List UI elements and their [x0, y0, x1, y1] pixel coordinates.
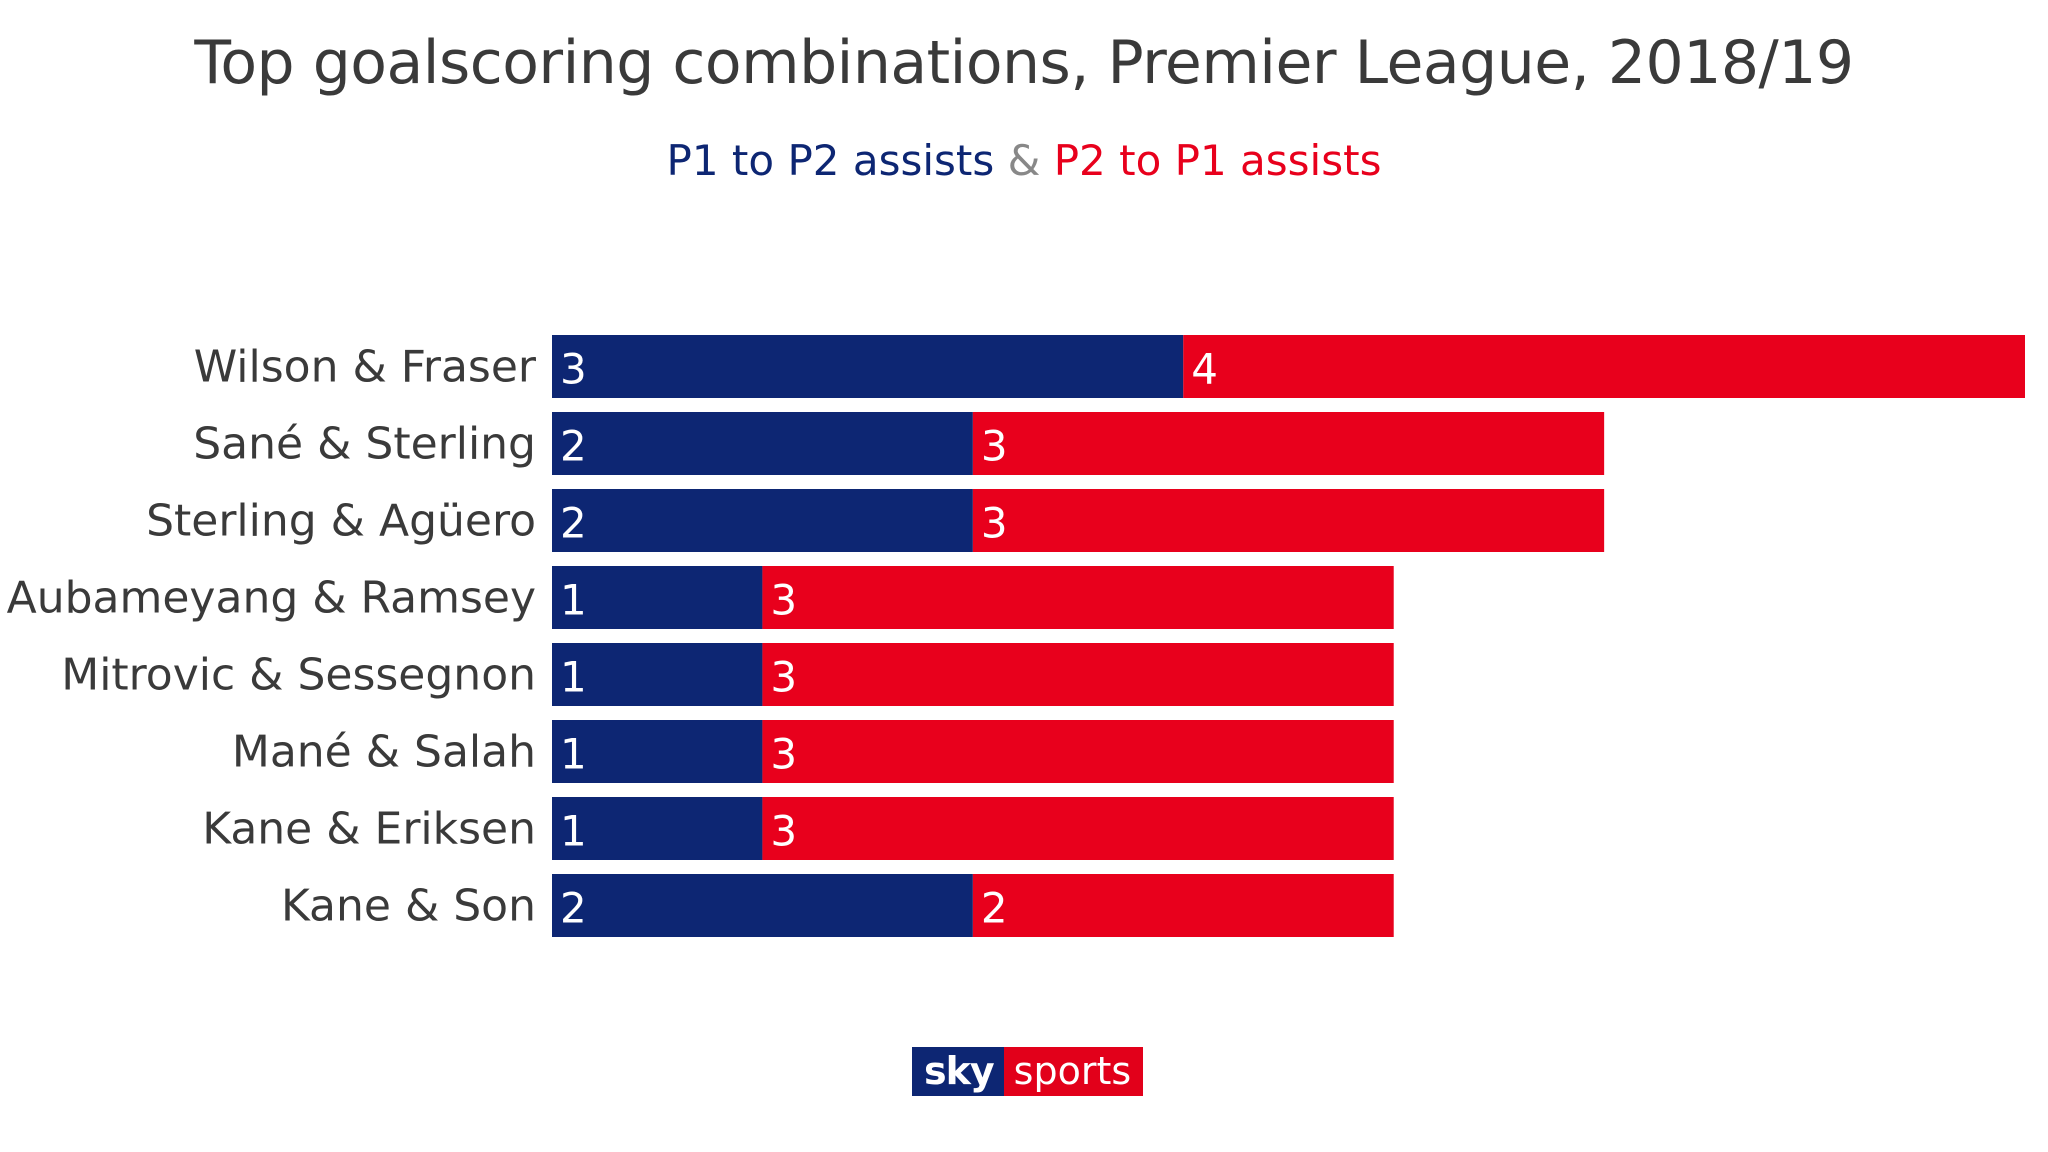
category-label: Kane & Son [281, 881, 536, 932]
data-label: 3 [770, 730, 797, 779]
logo-sports-text: sports [1003, 1047, 1144, 1096]
data-label: 3 [560, 345, 587, 394]
data-label: 2 [981, 884, 1008, 933]
category-label: Sané & Sterling [193, 419, 536, 470]
bar-segment-2 [762, 643, 1394, 706]
data-label: 4 [1191, 345, 1218, 394]
bar-segment-2 [972, 874, 1394, 937]
data-label: 1 [560, 576, 587, 625]
data-label: 3 [981, 499, 1008, 548]
bar-segment-1 [552, 797, 763, 860]
bar-segment-1 [552, 489, 973, 552]
chart-subtitle: P1 to P2 assists & P2 to P1 assists [0, 136, 2048, 185]
chart-title: Top goalscoring combinations, Premier Le… [194, 28, 1854, 98]
bar-segment-2 [762, 566, 1394, 629]
subtitle-separator: & [1007, 136, 1041, 185]
bar-segment-2 [762, 720, 1394, 783]
sky-sports-logo: sky sports [912, 1047, 1144, 1096]
category-label: Mané & Salah [232, 727, 536, 778]
bar-segment-2 [762, 797, 1394, 860]
data-label: 2 [560, 884, 587, 933]
data-label: 3 [770, 653, 797, 702]
data-label: 1 [560, 807, 587, 856]
bar-segment-1 [552, 412, 973, 475]
bar-segment-2 [1183, 335, 2025, 398]
category-label: Sterling & Agüero [146, 496, 536, 547]
subtitle-series-1: P1 to P2 assists [666, 136, 995, 185]
category-label: Wilson & Fraser [194, 342, 537, 393]
data-label: 3 [770, 807, 797, 856]
bar-segment-2 [972, 489, 1605, 552]
subtitle-series-2: P2 to P1 assists [1053, 136, 1382, 185]
data-label: 3 [981, 422, 1008, 471]
category-label: Aubameyang & Ramsey [7, 573, 536, 624]
category-label: Kane & Eriksen [202, 804, 536, 855]
data-label: 1 [560, 653, 587, 702]
data-label: 2 [560, 499, 587, 548]
bar-segment-1 [552, 335, 1184, 398]
logo-sky-text: sky [912, 1047, 1004, 1096]
category-label: Mitrovic & Sessegnon [61, 650, 536, 701]
bar-segment-1 [552, 643, 763, 706]
data-label: 2 [560, 422, 587, 471]
data-label: 3 [770, 576, 797, 625]
bar-segment-2 [972, 412, 1605, 475]
bar-segment-1 [552, 874, 973, 937]
data-label: 1 [560, 730, 587, 779]
bar-segment-1 [552, 720, 763, 783]
bar-segment-1 [552, 566, 763, 629]
